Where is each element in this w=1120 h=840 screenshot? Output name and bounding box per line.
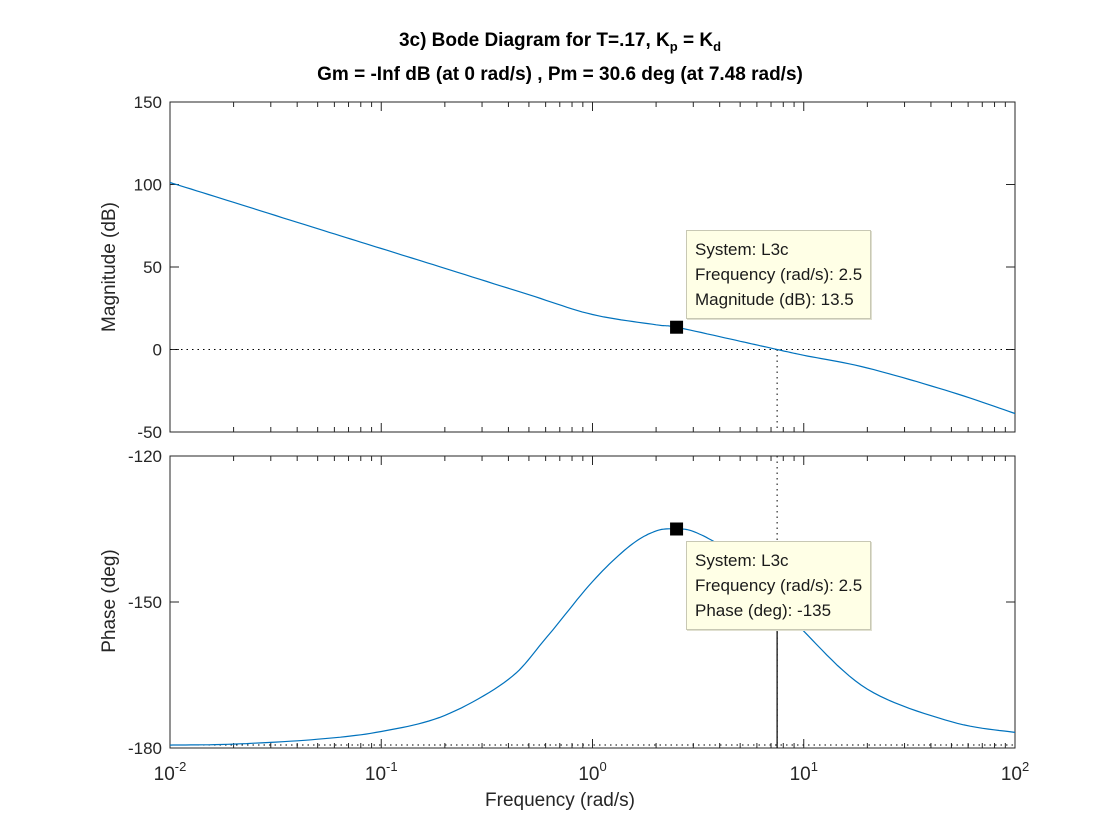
y-tick-label: 50 (143, 258, 162, 277)
datatip-marker (670, 522, 684, 536)
magnitude-datatip[interactable]: System: L3c Frequency (rad/s): 2.5 Magni… (686, 230, 872, 319)
x-tick-label: 10-2 (154, 759, 187, 785)
y-tick-label: 150 (134, 93, 162, 112)
plot-area (169, 455, 1016, 749)
x-tick-label: 102 (1001, 759, 1029, 785)
x-tick-label: 100 (578, 759, 606, 785)
phase-curve (169, 528, 1016, 746)
kp-subscript: p (669, 38, 678, 54)
y-tick-label: -120 (128, 447, 162, 466)
chart-title-line1: 3c) Bode Diagram for T=.17, Kp = Kd (398, 30, 722, 54)
magnitude-axis-label: Magnitude (dB) (99, 202, 120, 332)
phase-axis-label: Phase (deg) (99, 549, 120, 653)
datatip-system: System: L3c (695, 551, 789, 570)
x-tick-label: 10-1 (365, 759, 398, 785)
x-tick-label: 101 (790, 759, 818, 785)
x-axis-label: Frequency (rad/s) (485, 790, 635, 811)
datatip-value: Phase (deg): -135 (695, 601, 832, 620)
datatip-system: System: L3c (695, 240, 789, 259)
y-tick-label: 0 (153, 341, 162, 360)
datatip-value: Magnitude (dB): 13.5 (695, 290, 854, 309)
magnitude-panel: -50 0 50 100 150 (134, 93, 1016, 442)
datatip-frequency: Frequency (rad/s): 2.5 (695, 576, 863, 595)
plot-area (169, 101, 1016, 433)
phase-datatip[interactable]: System: L3c Frequency (rad/s): 2.5 Phase… (686, 541, 872, 630)
y-tick-label: -150 (128, 593, 162, 612)
datatip-marker (670, 320, 684, 334)
kd-subscript: d (713, 38, 722, 54)
y-tick-label: -50 (137, 423, 162, 442)
y-tick-label: -180 (128, 739, 162, 758)
datatip-frequency: Frequency (rad/s): 2.5 (695, 265, 863, 284)
magnitude-curve (169, 181, 1016, 415)
phase-panel: -180 -150 -120 (128, 447, 1016, 758)
chart-title-line2: Gm = -Inf dB (at 0 rad/s) , Pm = 30.6 de… (317, 64, 803, 85)
y-tick-label: 100 (134, 176, 162, 195)
